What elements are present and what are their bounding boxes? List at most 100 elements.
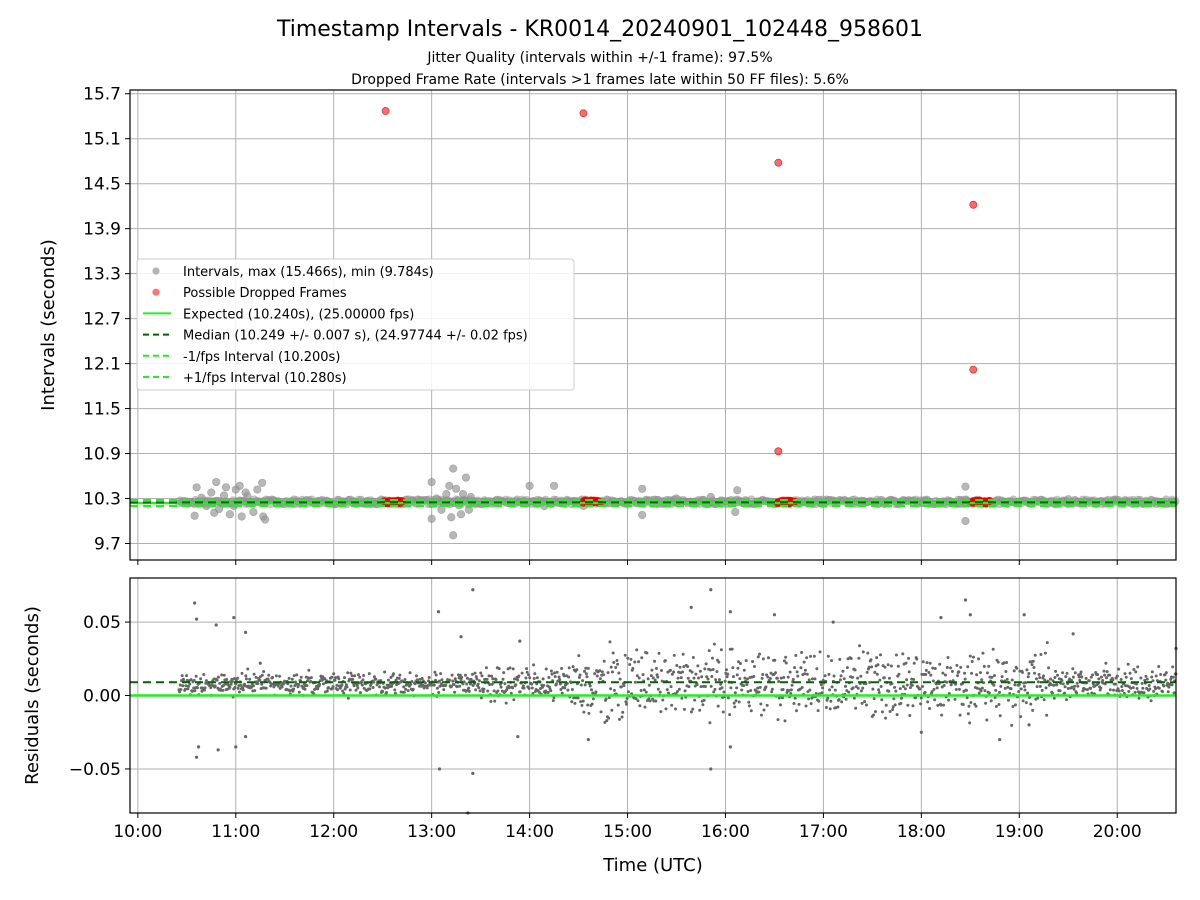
residual-point [511,667,515,671]
residual-point [1004,669,1008,673]
residual-point [877,688,881,692]
residual-point [1006,685,1010,689]
residual-point [378,685,382,689]
residual-point [927,671,931,675]
residual-point [963,671,967,675]
residual-point [859,689,863,693]
interval-point [432,494,441,503]
residual-point [533,672,537,676]
residual-point [1053,676,1057,680]
residual-point [1105,676,1109,680]
residual-point [832,674,836,678]
residual-point [981,651,985,655]
residual-point [847,690,851,694]
residual-point [576,696,580,700]
residual-point [531,691,535,695]
interval-point [192,483,201,492]
residual-point [1064,675,1068,679]
residual-point [199,677,203,681]
residual-point [736,666,740,670]
residual-point [903,687,907,691]
residual-point [1108,673,1112,677]
residual-point [996,660,1000,664]
residual-point [530,686,534,690]
residual-point [977,657,981,661]
residual-point [584,666,588,670]
residual-point [618,717,622,721]
residual-point [190,689,194,693]
residual-point [1108,688,1112,692]
residual-point [385,691,389,695]
residual-point [516,735,520,739]
top-y-tick-label: 14.5 [83,175,121,195]
residual-point [1019,715,1023,719]
residual-point [381,690,385,694]
residual-point [1078,678,1082,682]
residual-point [1127,690,1131,694]
residual-point [603,720,607,724]
residual-point [721,710,725,714]
residual-point [998,714,1002,718]
residual-point [1029,702,1033,706]
bot-x-tick-label: 10:00 [113,822,162,842]
residual-point [912,678,916,682]
residual-point [567,666,571,670]
residual-point [392,672,396,676]
residual-point [859,674,863,678]
residual-point [607,696,611,700]
residual-point [735,673,739,677]
residual-point [590,702,594,706]
residual-point [641,673,645,677]
residual-point [800,685,804,689]
top-y-tick-label: 13.9 [83,220,121,240]
residual-point [1037,672,1041,676]
residual-point [1102,669,1106,673]
residual-point [1034,677,1038,681]
residual-point [1137,696,1141,700]
residual-point [689,605,693,609]
residual-point [637,676,641,680]
residual-point [1077,675,1081,679]
legend-label: Intervals, max (15.466s), min (9.784s) [183,265,434,280]
residual-point [604,697,608,701]
residual-point [964,688,968,692]
residual-point [980,678,984,682]
residual-point [814,692,818,696]
residual-point [1040,688,1044,692]
residual-point [471,588,475,592]
residual-point [691,656,695,660]
residual-point [1170,683,1174,687]
residual-point [896,664,900,668]
residual-point [788,670,792,674]
residual-point [826,696,830,700]
residual-point [875,656,879,660]
residual-point [919,702,923,706]
residual-point [321,675,325,679]
residual-point [746,689,750,693]
interval-point [221,483,231,492]
residual-point [1038,676,1042,680]
residual-point [589,688,593,692]
residual-point [954,682,958,686]
residual-point [518,690,522,694]
residual-point [695,682,699,686]
residual-point [615,658,619,662]
residual-point [908,686,912,690]
residual-point [1031,708,1035,712]
residual-point [426,684,430,688]
residual-point [780,696,784,700]
residual-point [775,676,779,680]
residual-point [879,685,883,689]
residual-point [689,710,693,714]
residual-point [587,711,591,715]
residual-point [698,708,702,712]
residual-point [872,697,876,701]
residual-point [1169,677,1173,681]
residual-point [845,666,849,670]
residual-point [1166,690,1170,694]
residual-point [455,685,459,689]
residual-point [602,659,606,663]
residual-point [1070,685,1074,689]
residual-point [999,684,1003,688]
residual-point [954,687,958,691]
